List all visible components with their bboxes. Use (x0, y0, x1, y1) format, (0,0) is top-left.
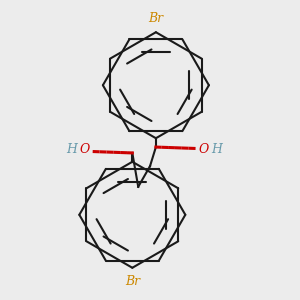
Text: Br: Br (125, 275, 140, 288)
Text: O: O (199, 143, 209, 157)
Text: H: H (211, 143, 222, 157)
Text: Br: Br (148, 12, 164, 25)
Text: O: O (80, 143, 90, 157)
Text: H: H (66, 143, 77, 157)
